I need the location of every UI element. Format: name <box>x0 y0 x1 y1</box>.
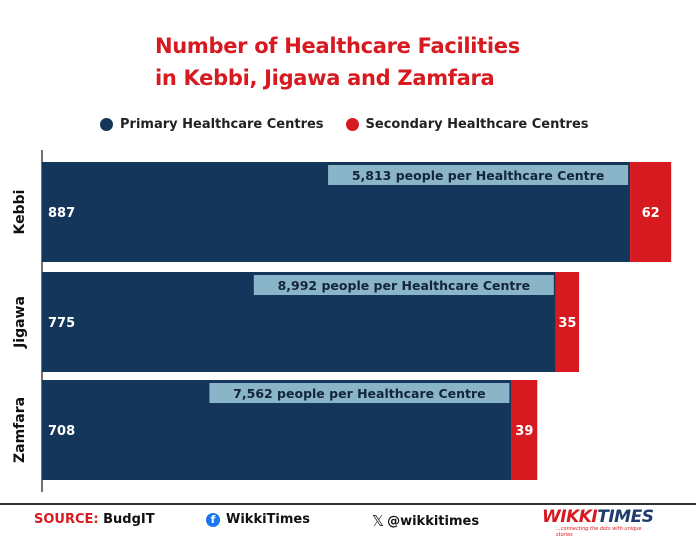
wikkitimes-logo: WIKKITIMES ...connecting the dots with u… <box>542 507 654 538</box>
facebook-handle: WikkiTimes <box>226 512 310 527</box>
annotation-text-jigawa: 8,992 people per Healthcare Centre <box>278 278 530 293</box>
legend-label-primary: Primary Healthcare Centres <box>120 116 324 132</box>
label-secondary-kebbi: 62 <box>642 206 660 221</box>
label-secondary-jigawa: 35 <box>558 316 576 331</box>
facebook-icon: f <box>206 512 220 527</box>
legend-item-secondary: Secondary Healthcare Centres <box>345 116 589 132</box>
twitter-handle: @wikkitimes <box>387 513 480 529</box>
label-primary-jigawa: 775 <box>48 316 75 331</box>
category-label-zamfara: Zamfara <box>12 397 28 463</box>
bar-secondary-jigawa <box>555 272 580 372</box>
annotation-text-kebbi: 5,813 people per Healthcare Centre <box>352 168 604 183</box>
x-twitter-icon: 𝕏 <box>372 512 385 530</box>
bar-secondary-kebbi <box>630 162 672 262</box>
category-label-jigawa: Jigawa <box>12 296 28 349</box>
legend-item-primary: Primary Healthcare Centres <box>100 117 324 132</box>
label-secondary-zamfara: 39 <box>515 424 533 439</box>
footer-facebook: f WikkiTimes <box>206 512 310 527</box>
footer-source: SOURCE: BudgIT <box>34 512 155 527</box>
logo-tagline: ...connecting the dots with unique stori… <box>556 526 642 538</box>
title-line-1: Number of Healthcare Facilities <box>155 34 520 58</box>
title-line-2: in Kebbi, Jigawa and Zamfara <box>155 66 495 90</box>
source-value: BudgIT <box>98 512 155 527</box>
annotation-box-kebbi <box>328 165 629 185</box>
footer-twitter: 𝕏 @wikkitimes <box>372 512 479 530</box>
annotation-box-zamfara <box>209 383 510 403</box>
label-primary-kebbi: 887 <box>48 206 75 221</box>
legend-swatch-primary <box>100 117 113 131</box>
logo-wikki: WIKKI <box>542 507 598 527</box>
logo-times: TIMES <box>597 507 654 527</box>
legend-swatch-secondary <box>345 117 359 131</box>
bar-chart: 887 62 5,813 people per Healthcare Centre K… <box>12 150 672 492</box>
annotation-text-zamfara: 7,562 people per Healthcare Centre <box>233 386 485 401</box>
bar-secondary-zamfara <box>511 380 538 480</box>
footer-divider <box>0 503 696 505</box>
source-label: SOURCE: <box>34 512 99 527</box>
annotation-box-jigawa <box>253 275 554 295</box>
chart-title: Number of Healthcare Facilities in Kebbi… <box>155 30 655 94</box>
label-primary-zamfara: 708 <box>48 424 75 439</box>
category-label-kebbi: Kebbi <box>12 190 28 235</box>
legend: Primary Healthcare Centres Secondary Hea… <box>100 114 611 134</box>
legend-label-secondary: Secondary Healthcare Centres <box>365 116 589 132</box>
